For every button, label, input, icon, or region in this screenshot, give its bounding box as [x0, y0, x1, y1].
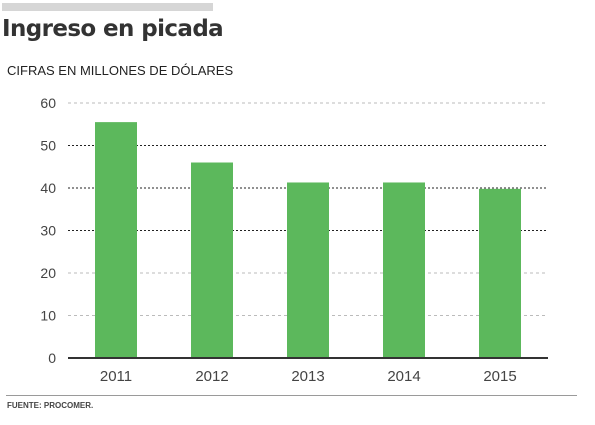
bar — [95, 122, 137, 358]
bar — [191, 162, 233, 358]
x-tick-label: 2015 — [483, 368, 516, 385]
x-tick-label: 2011 — [100, 368, 132, 385]
y-tick-label: 20 — [40, 265, 56, 281]
y-tick-label: 50 — [40, 138, 56, 154]
y-tick-label: 0 — [48, 350, 56, 366]
header-accent-bar — [2, 3, 213, 11]
y-tick-label: 10 — [40, 308, 56, 324]
x-tick-label: 2014 — [387, 368, 420, 385]
bar — [479, 188, 521, 358]
x-tick-label: 2012 — [195, 368, 228, 385]
y-tick-label: 60 — [40, 95, 56, 111]
x-tick-label: 2013 — [291, 368, 324, 385]
y-tick-label: 30 — [40, 223, 56, 239]
chart-title: Ingreso en picada — [2, 16, 224, 42]
source-note: FUENTE: PROCOMER. — [7, 401, 94, 410]
bar — [383, 182, 425, 358]
bar-chart: 0 10 20 30 40 50 60 2011 2012 2013 2014 2015 — [40, 95, 548, 385]
bar — [287, 182, 329, 358]
footer-divider — [6, 395, 577, 396]
chart-subtitle: CIFRAS EN MILLONES DE DÓLARES — [7, 63, 234, 78]
y-tick-label: 40 — [40, 180, 56, 196]
